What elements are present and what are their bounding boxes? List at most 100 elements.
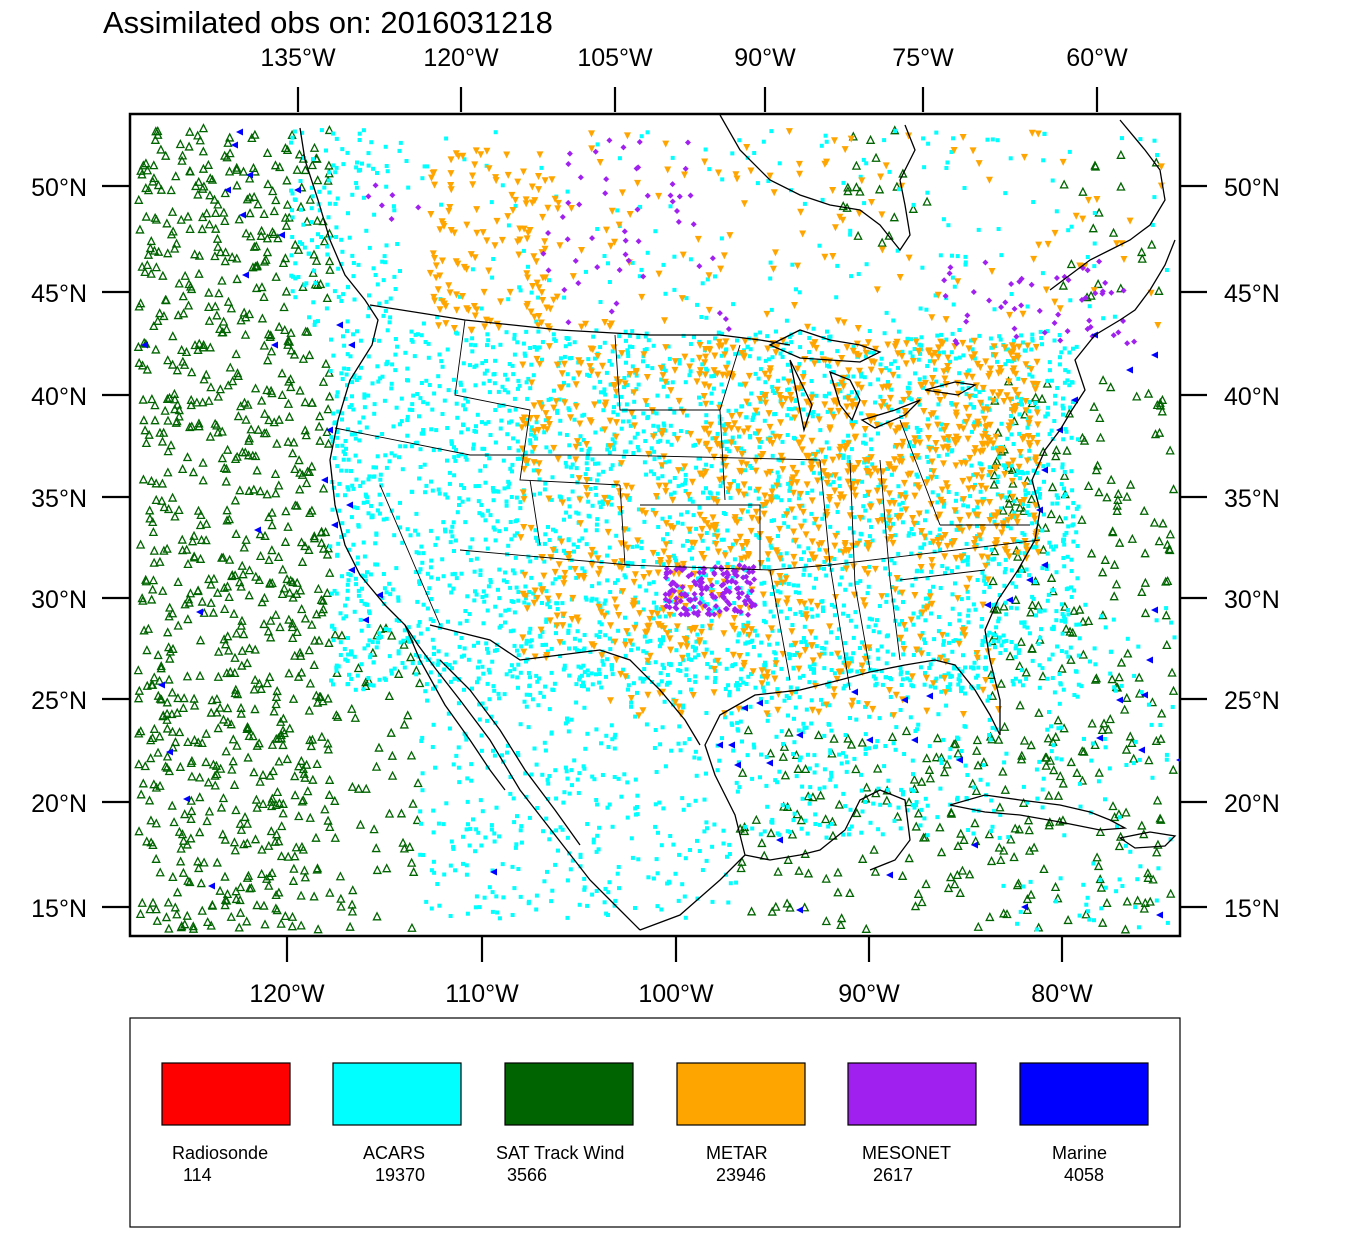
acars-ob-marker [614,533,619,538]
acars-ob-marker [1026,491,1031,496]
sat-track-wind-ob-marker [307,160,318,170]
acars-ob-marker [416,570,421,575]
acars-ob-marker [706,496,711,501]
sat-track-wind-ob-marker [197,397,208,407]
acars-ob-marker [596,461,601,466]
acars-ob-marker [936,629,941,634]
sat-track-wind-ob-marker [145,735,156,745]
acars-ob-marker [1025,417,1030,421]
sat-track-wind-ob-marker [157,478,168,488]
sat-track-wind-ob-marker [1026,607,1036,617]
sat-track-wind-ob-marker [259,618,269,629]
sat-track-wind-ob-marker [242,818,253,828]
acars-ob-marker [1062,494,1067,499]
acars-ob-marker [1030,332,1035,337]
acars-ob-marker [538,582,543,587]
acars-ob-marker [376,379,381,384]
acars-ob-marker [865,591,870,596]
acars-ob-marker [338,653,343,657]
sat-track-wind-ob-marker [1137,820,1147,830]
acars-ob-marker [688,342,693,346]
acars-ob-marker [784,341,789,346]
acars-ob-marker [350,192,355,197]
acars-ob-marker [600,773,605,777]
acars-ob-marker [447,583,452,588]
acars-ob-marker [493,130,498,135]
acars-ob-marker [335,435,340,440]
acars-ob-marker [340,417,344,422]
acars-ob-marker [733,662,738,667]
acars-ob-marker [778,581,782,586]
acars-ob-marker [375,562,379,567]
acars-ob-marker [496,587,500,592]
sat-track-wind-ob-marker [273,733,284,743]
acars-ob-marker [483,835,488,840]
acars-ob-marker [545,602,550,607]
sat-track-wind-ob-marker [1092,460,1103,470]
acars-ob-marker [924,454,929,459]
acars-ob-marker [336,541,341,546]
acars-ob-marker [597,680,602,685]
sat-track-wind-ob-marker [317,731,327,741]
acars-ob-marker [719,236,724,241]
acars-ob-marker [746,590,751,595]
acars-ob-marker [798,610,803,615]
acars-ob-marker [335,443,340,448]
acars-ob-marker [419,381,424,385]
acars-ob-marker [543,418,548,423]
sat-track-wind-ob-marker [273,233,283,243]
sat-track-wind-ob-marker [254,738,264,748]
acars-ob-marker [518,894,523,899]
acars-ob-marker [342,533,347,538]
acars-ob-marker [421,853,426,857]
sat-track-wind-ob-marker [251,283,262,293]
acars-ob-marker [375,454,380,459]
acars-ob-marker [355,160,359,165]
acars-ob-marker [569,717,574,722]
sat-track-wind-ob-marker [780,770,791,780]
sat-track-wind-ob-marker [206,707,216,717]
acars-ob-marker [644,347,649,352]
sat-track-wind-ob-marker [353,783,364,793]
acars-ob-marker [607,636,612,641]
acars-ob-marker [899,670,904,675]
acars-ob-marker [849,668,854,673]
acars-ob-marker [883,675,888,680]
acars-ob-marker [656,439,661,444]
acars-ob-marker [878,422,883,427]
acars-ob-marker [1069,595,1074,599]
acars-ob-marker [544,619,549,624]
acars-ob-marker [858,411,863,416]
acars-ob-marker [480,361,485,366]
acars-ob-marker [373,273,378,277]
acars-ob-marker [617,156,622,161]
sat-track-wind-ob-marker [984,829,994,839]
sat-track-wind-ob-marker [989,479,999,489]
acars-ob-marker [949,150,954,154]
acars-ob-marker [1034,520,1039,525]
acars-ob-marker [963,665,968,670]
acars-ob-marker [380,432,385,436]
sat-track-wind-ob-marker [205,190,215,200]
acars-ob-marker [298,179,303,183]
acars-ob-marker [829,651,834,656]
acars-ob-marker [432,391,437,396]
sat-track-wind-ob-marker [259,340,269,350]
acars-ob-marker [366,163,371,168]
acars-ob-marker [986,473,991,478]
acars-ob-marker [713,676,718,680]
acars-ob-marker [738,676,743,681]
sat-track-wind-ob-marker [303,786,313,796]
sat-track-wind-ob-marker [287,448,298,458]
acars-ob-marker [349,403,354,408]
acars-ob-marker [851,478,856,483]
acars-ob-marker [396,598,401,603]
acars-ob-marker [712,680,717,684]
acars-ob-marker [623,575,628,580]
acars-ob-marker [648,638,653,643]
acars-ob-marker [781,513,786,518]
acars-ob-marker [863,747,868,752]
acars-ob-marker [290,235,295,239]
acars-ob-marker [678,668,683,673]
acars-ob-marker [547,605,552,610]
